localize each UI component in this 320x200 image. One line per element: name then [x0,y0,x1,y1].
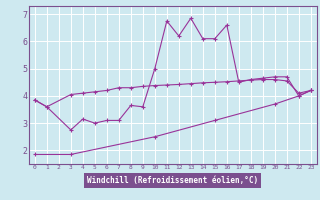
X-axis label: Windchill (Refroidissement éolien,°C): Windchill (Refroidissement éolien,°C) [87,176,258,185]
